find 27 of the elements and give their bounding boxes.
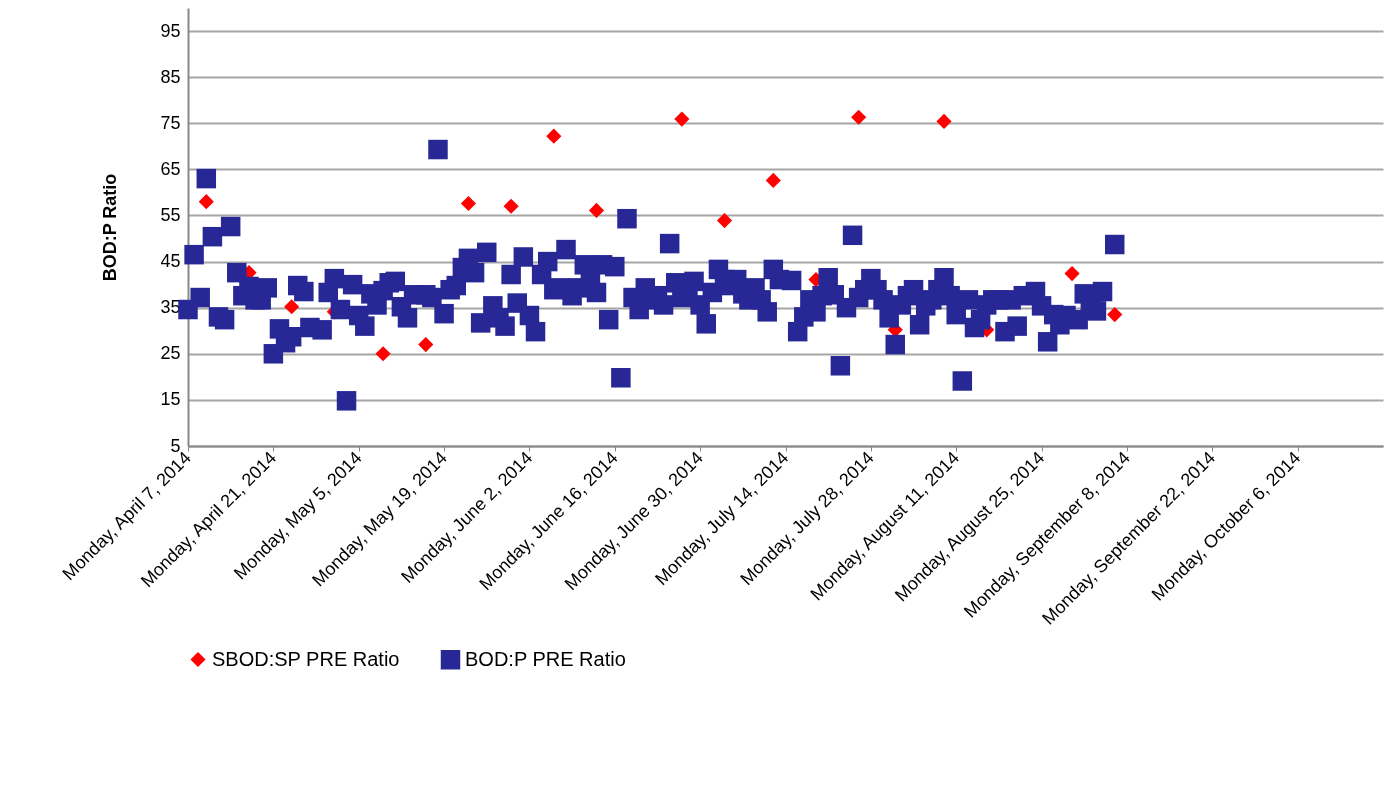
point — [198, 194, 214, 210]
y-tick-label: 15 — [160, 389, 181, 410]
point — [503, 198, 519, 214]
point — [765, 172, 781, 189]
point — [375, 346, 391, 362]
legend-label: BOD:P PRE Ratio — [465, 647, 626, 670]
y-tick-label: 55 — [160, 204, 181, 225]
y-tick-label: 65 — [160, 158, 181, 179]
point — [1107, 307, 1123, 323]
point — [460, 195, 477, 212]
y-axis-title: BOD:P Ratio — [100, 173, 121, 282]
y-tick-label: 95 — [160, 20, 181, 41]
y-tick-label: 25 — [160, 343, 181, 364]
point — [716, 212, 733, 229]
point — [546, 128, 562, 144]
y-tick-label: 85 — [160, 66, 181, 87]
point — [674, 111, 690, 127]
point — [1064, 265, 1080, 282]
y-tick-label: 45 — [160, 251, 181, 272]
legend-label: SBOD:SP PRE Ratio — [212, 647, 400, 670]
point — [418, 336, 434, 353]
point — [936, 113, 952, 129]
point — [851, 109, 867, 125]
point — [284, 299, 300, 315]
y-tick-label: 5 — [170, 435, 181, 456]
y-tick-label: 75 — [160, 112, 181, 133]
point — [588, 202, 605, 218]
